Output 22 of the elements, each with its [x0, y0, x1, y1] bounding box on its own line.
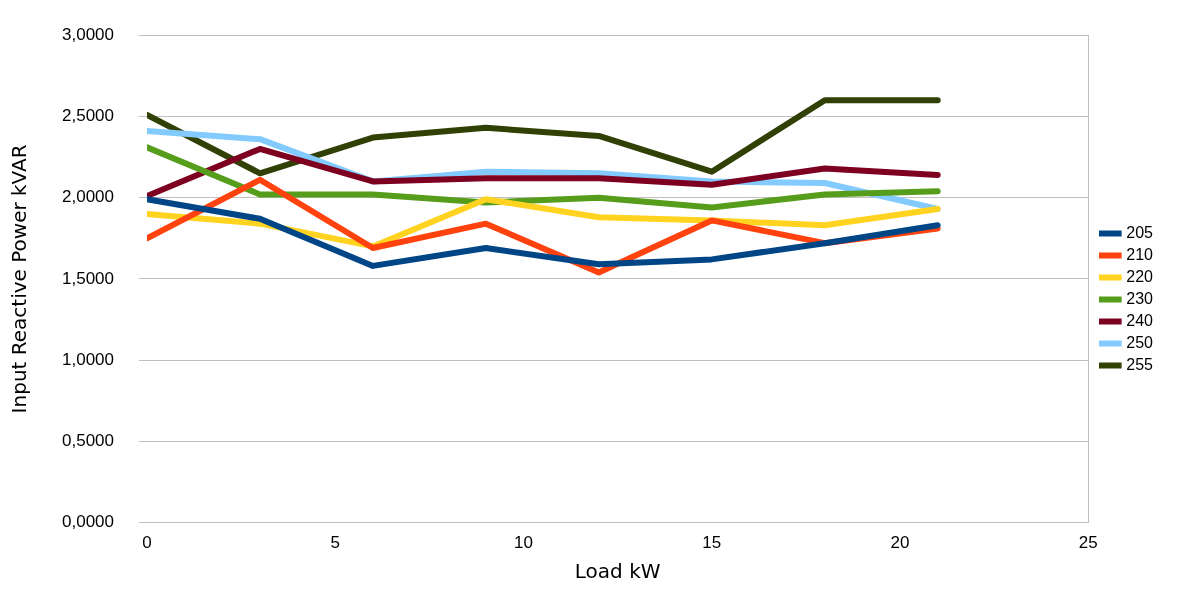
y-tick-label: 1,0000 — [62, 349, 114, 369]
y-axis-title: Input Reactive Power kVAR — [7, 144, 32, 414]
x-tick-label: 5 — [330, 533, 340, 553]
x-tick-label: 15 — [702, 533, 722, 553]
legend-label: 240 — [1126, 311, 1154, 329]
legend-label: 230 — [1126, 289, 1154, 307]
legend-label: 220 — [1126, 267, 1154, 285]
x-tick-label: 20 — [890, 533, 910, 553]
legend-label: 205 — [1126, 223, 1154, 241]
legend-label: 210 — [1126, 245, 1154, 263]
x-tick-label: 10 — [514, 533, 533, 553]
y-tick-label: 2,5000 — [62, 106, 114, 126]
y-tick-label: 1,5000 — [62, 268, 114, 288]
y-tick-label: 0,5000 — [62, 431, 114, 451]
x-tick-label: 0 — [142, 533, 152, 553]
y-tick-label: 3,0000 — [62, 24, 114, 44]
legend-label: 255 — [1126, 355, 1154, 373]
x-axis-title: Load kW — [574, 559, 661, 584]
legend-label: 250 — [1126, 333, 1154, 351]
x-tick-label: 25 — [1078, 533, 1098, 553]
y-tick-label: 0,0000 — [62, 512, 114, 532]
y-tick-label: 2,0000 — [62, 187, 114, 207]
